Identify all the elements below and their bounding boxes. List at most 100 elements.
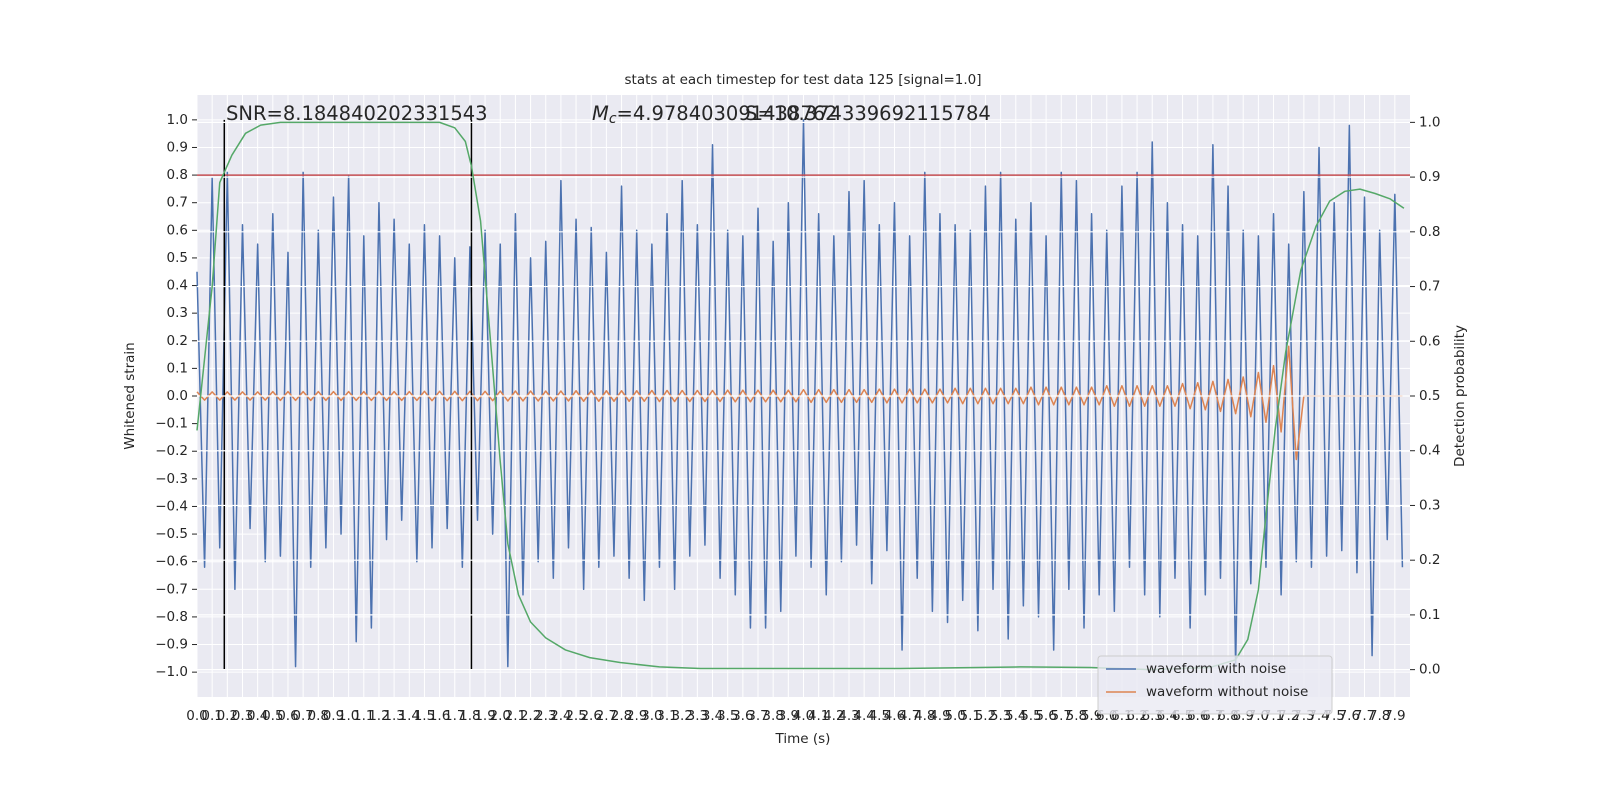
- x-tick-label: 5.4: [1005, 708, 1026, 724]
- x-tick-label: 7.7: [1354, 708, 1375, 724]
- x-tick-label: 3.2: [671, 708, 692, 724]
- x-tick-label: 4.9: [929, 708, 950, 724]
- y-tick-label: 0.4: [167, 278, 188, 294]
- y2-tick-label: 0.8: [1419, 224, 1440, 240]
- x-tick-label: 4.1: [808, 708, 829, 724]
- x-tick-label: 5.9: [1081, 708, 1102, 724]
- x-tick-label: 0.8: [308, 708, 329, 724]
- y-tick-label: −0.8: [155, 609, 188, 625]
- x-tick-label: 2.5: [565, 708, 586, 724]
- y-axis-label: Whitened strain: [122, 342, 138, 449]
- annotation: Mc=4.978403091438762: [592, 102, 838, 128]
- y-tick-label: 0.7: [167, 195, 188, 211]
- x-tick-label: 3.0: [641, 708, 662, 724]
- y2-tick-label: 0.7: [1419, 279, 1440, 295]
- legend-box: [1097, 655, 1333, 715]
- x-tick-label: 3.3: [687, 708, 708, 724]
- y2-tick-label: 0.3: [1419, 497, 1440, 513]
- y2-axis-label: Detection probability: [1452, 325, 1468, 467]
- y2-tick-label: 1.0: [1419, 114, 1440, 130]
- x-tick-label: 4.0: [793, 708, 814, 724]
- x-tick-label: 3.8: [762, 708, 783, 724]
- x-tick-label: 4.3: [838, 708, 859, 724]
- x-tick-label: 0.9: [323, 708, 344, 724]
- x-tick-label: 5.1: [960, 708, 981, 724]
- x-tick-label: 3.5: [717, 708, 738, 724]
- y-tick-label: −0.4: [155, 498, 188, 514]
- x-tick-label: 2.1: [505, 708, 526, 724]
- x-tick-label: 3.7: [747, 708, 768, 724]
- x-tick-label: 1.9: [474, 708, 495, 724]
- y-tick-label: −0.7: [155, 581, 188, 597]
- y2-tick-label: 0.4: [1419, 443, 1440, 459]
- x-tick-label: 4.6: [884, 708, 905, 724]
- x-tick-label: 1.3: [383, 708, 404, 724]
- y-tick-label: 0.1: [167, 360, 188, 376]
- y-tick-label: 0.8: [167, 167, 188, 183]
- x-tick-label: 1.6: [429, 708, 450, 724]
- annotation-symbol: M: [592, 102, 609, 125]
- chart-title: stats at each timestep for test data 125…: [625, 72, 982, 88]
- x-tick-label: 2.2: [520, 708, 541, 724]
- y-tick-label: 0.6: [167, 222, 188, 238]
- x-tick-label: 2.8: [611, 708, 632, 724]
- series-line: [196, 121, 1405, 671]
- y2-tick-label: 0.1: [1419, 607, 1440, 623]
- x-tick-label: 5.5: [1020, 708, 1041, 724]
- x-tick-label: 5.0: [944, 708, 965, 724]
- x-tick-label: 5.3: [990, 708, 1011, 724]
- x-tick-label: 1.4: [399, 708, 420, 724]
- y-tick-label: 0.9: [167, 139, 188, 155]
- series-line: [196, 119, 1404, 668]
- x-tick-label: 0.7: [292, 708, 313, 724]
- x-tick-label: 2.4: [550, 708, 571, 724]
- x-tick-label: 3.4: [702, 708, 723, 724]
- x-tick-label: 0.0: [186, 708, 207, 724]
- y-tick-label: −0.5: [155, 526, 188, 542]
- x-tick-label: 0.1: [201, 708, 222, 724]
- x-tick-label: 1.5: [414, 708, 435, 724]
- x-tick-label: 3.1: [656, 708, 677, 724]
- y-tick-label: 0.0: [167, 388, 188, 404]
- x-axis-label: Time (s): [775, 731, 831, 747]
- x-tick-label: 7.6: [1339, 708, 1360, 724]
- x-tick-label: 2.7: [596, 708, 617, 724]
- x-tick-label: 2.9: [626, 708, 647, 724]
- x-tick-label: 0.4: [247, 708, 268, 724]
- annotation-text: SNR=8.184840202331543: [226, 102, 488, 125]
- annotation-text: =4.978403091438762: [617, 102, 838, 125]
- x-tick-label: 1.1: [353, 708, 374, 724]
- x-tick-label: 5.7: [1051, 708, 1072, 724]
- x-tick-label: 0.3: [232, 708, 253, 724]
- x-tick-label: 1.7: [444, 708, 465, 724]
- x-tick-label: 0.5: [262, 708, 283, 724]
- y-tick-label: −0.3: [155, 471, 188, 487]
- x-tick-label: 4.8: [914, 708, 935, 724]
- x-tick-label: 3.6: [732, 708, 753, 724]
- x-tick-label: 5.8: [1066, 708, 1087, 724]
- y2-tick-label: 0.9: [1419, 169, 1440, 185]
- x-tick-label: 0.6: [277, 708, 298, 724]
- y2-tick-label: 0.6: [1419, 333, 1440, 349]
- y-tick-label: −0.1: [155, 416, 188, 432]
- x-tick-label: 7.8: [1369, 708, 1390, 724]
- x-tick-label: 3.9: [778, 708, 799, 724]
- x-tick-label: 1.2: [368, 708, 389, 724]
- x-tick-label: 2.3: [535, 708, 556, 724]
- x-tick-label: 4.2: [823, 708, 844, 724]
- annotation-subscript: c: [609, 111, 617, 127]
- x-tick-label: 4.5: [869, 708, 890, 724]
- annotation-text: S=10.374339692115784: [745, 102, 991, 125]
- y-tick-label: −1.0: [155, 664, 188, 680]
- y-tick-label: −0.2: [155, 443, 188, 459]
- y-tick-label: 1.0: [167, 112, 188, 128]
- legend-label: waveform without noise: [1146, 684, 1308, 700]
- x-tick-label: 4.4: [853, 708, 874, 724]
- x-tick-label: 1.0: [338, 708, 359, 724]
- y-tick-label: 0.3: [167, 305, 188, 321]
- x-tick-label: 4.7: [899, 708, 920, 724]
- legend-label: waveform with noise: [1146, 661, 1286, 677]
- x-tick-label: 0.2: [217, 708, 238, 724]
- annotation: S=10.374339692115784: [745, 102, 991, 125]
